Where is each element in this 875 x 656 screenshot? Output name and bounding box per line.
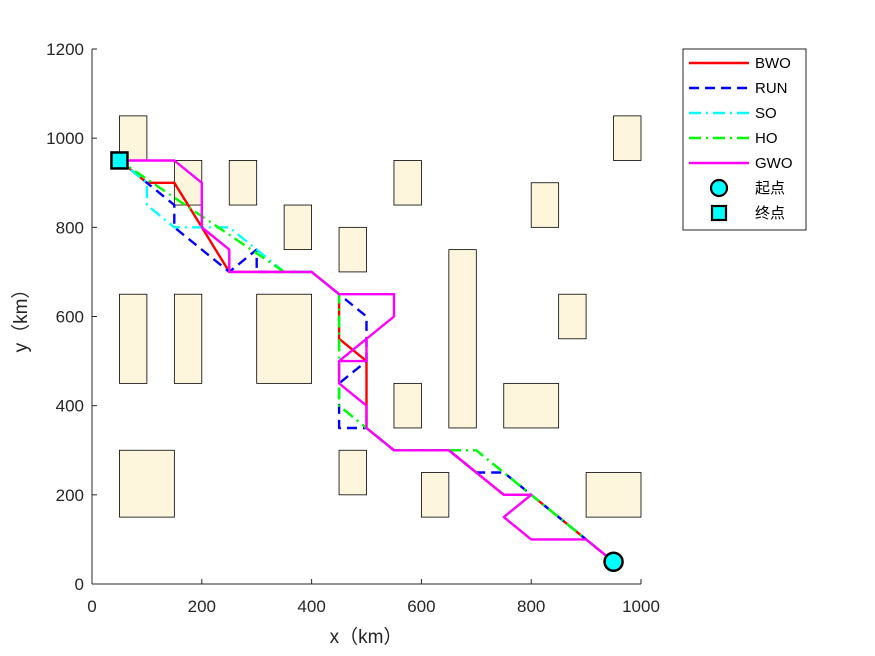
- y-tick-label: 1200: [46, 40, 84, 59]
- y-tick-label: 400: [56, 397, 84, 416]
- x-tick-label: 200: [188, 597, 216, 616]
- obstacles-layer: [119, 115, 642, 518]
- obstacle-rect: [393, 160, 422, 206]
- legend-label-bwo: BWO: [755, 55, 791, 72]
- obstacle-rect: [613, 115, 642, 161]
- obstacle-rect: [228, 160, 258, 206]
- obstacle-rect: [393, 382, 422, 429]
- obstacle-rect: [119, 449, 175, 518]
- markers-layer: [110, 151, 624, 572]
- y-tick-label: 1000: [46, 129, 84, 148]
- x-tick-label: 1000: [622, 597, 660, 616]
- x-tick-label: 800: [517, 597, 545, 616]
- y-tick-label: 200: [56, 486, 84, 505]
- obstacle-rect: [173, 160, 203, 206]
- legend-box: [682, 48, 807, 231]
- legend-swatch-start: [709, 178, 729, 198]
- legend-label-start: 起点: [755, 180, 785, 197]
- legend-label-ho: HO: [755, 130, 778, 147]
- obstacle-rect: [530, 182, 560, 228]
- obstacle-rect: [558, 293, 587, 340]
- obstacle-rect: [119, 293, 148, 384]
- y-tick-label: 0: [75, 575, 84, 594]
- paths-layer: [118, 159, 615, 563]
- obstacle-rect: [256, 293, 313, 384]
- end-point-marker: [110, 151, 129, 170]
- legend-label-end: 终点: [755, 205, 785, 222]
- obstacle-rect: [173, 293, 203, 384]
- obstacle-rect: [338, 449, 367, 496]
- obstacle-rect: [338, 226, 367, 273]
- series-line-gwo: [119, 159, 615, 563]
- y-tick-label: 800: [56, 218, 84, 237]
- obstacle-rect: [420, 472, 450, 518]
- obstacle-rect: [283, 204, 312, 251]
- obstacle-rect: [503, 382, 560, 429]
- legend-label-run: RUN: [755, 80, 788, 97]
- y-tick-label: 600: [56, 308, 84, 327]
- x-tick-label: 600: [407, 597, 435, 616]
- obstacle-rect: [448, 249, 477, 429]
- legend-swatch-end: [710, 204, 728, 222]
- x-axis-label: x（km）: [330, 626, 403, 648]
- x-tick-label: 400: [297, 597, 325, 616]
- start-point-marker: [603, 551, 624, 572]
- legend-label-so: SO: [755, 105, 777, 122]
- obstacle-rect: [585, 472, 642, 518]
- legend-label-gwo: GWO: [755, 155, 793, 172]
- x-tick-label: 0: [87, 597, 96, 616]
- axes-layer: 0 200 400 600 800 1000 0 200 400 600 800 1000 1200: [46, 40, 660, 616]
- y-axis-label: y（km）: [10, 280, 32, 353]
